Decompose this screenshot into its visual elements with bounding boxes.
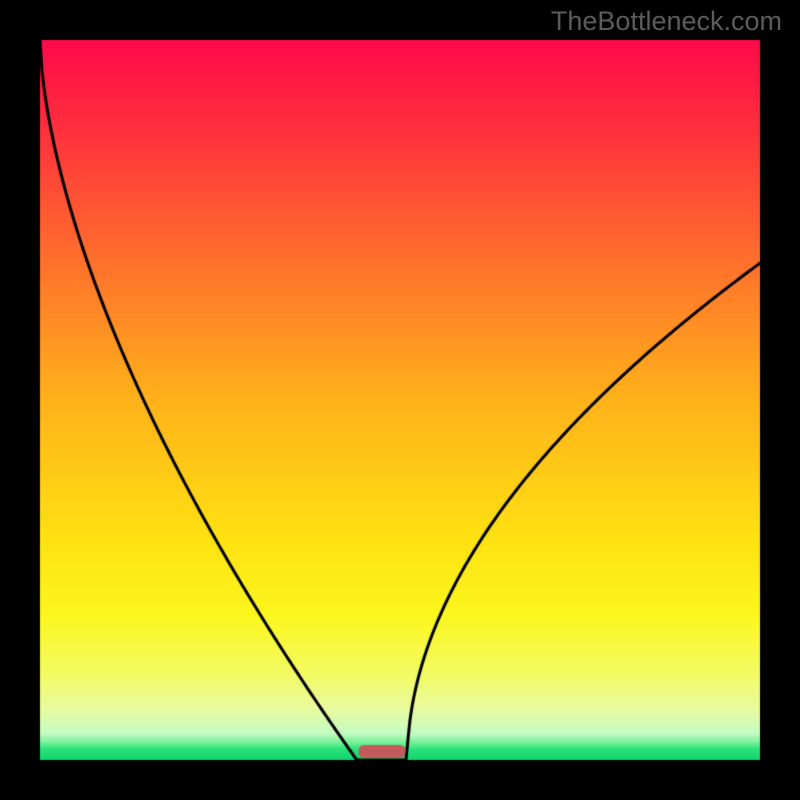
bottleneck-curve-chart [0, 0, 800, 800]
chart-stage: TheBottleneck.com [0, 0, 800, 800]
